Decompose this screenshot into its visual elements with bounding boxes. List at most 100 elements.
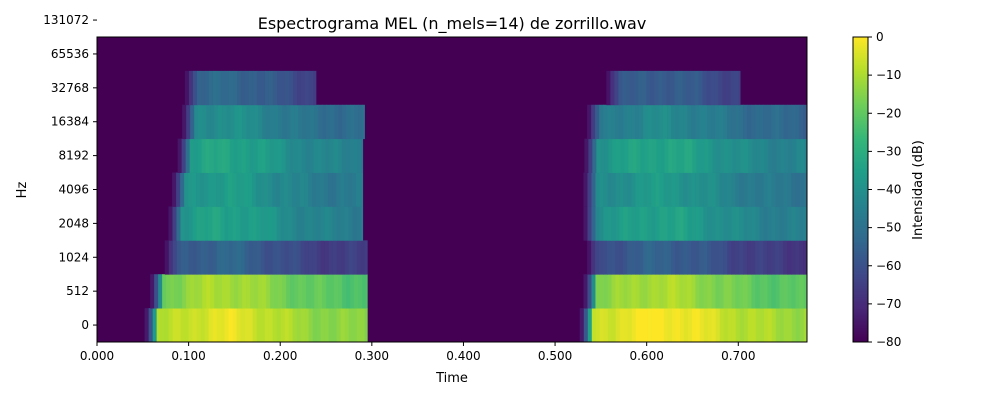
heatmap-cell: [651, 206, 656, 241]
heatmap-cell: [260, 308, 266, 343]
heatmap-cell: [768, 138, 773, 173]
heatmap-cell: [682, 70, 687, 106]
heatmap-cell: [662, 70, 667, 106]
heatmap-cell: [238, 274, 243, 309]
heatmap-cell: [333, 138, 339, 173]
heatmap-cell: [360, 240, 366, 275]
heatmap-cell: [322, 104, 327, 140]
heatmap-cell: [317, 138, 323, 173]
heatmap-cell: [334, 274, 339, 309]
heatmap-cell: [671, 206, 676, 241]
heatmap-cell: [648, 138, 653, 173]
heatmap-cell: [735, 172, 740, 207]
heatmap-cell: [332, 206, 337, 241]
heatmap-cell: [639, 104, 644, 140]
heatmap-cell: [771, 172, 776, 207]
heatmap-cell: [249, 138, 255, 173]
heatmap-cell: [332, 240, 338, 275]
heatmap-cell: [674, 70, 679, 106]
heatmap-cell: [308, 70, 314, 106]
heatmap-cell: [296, 206, 301, 241]
heatmap-cell: [671, 308, 677, 343]
heatmap-cell: [627, 308, 633, 343]
heatmap-cell: [245, 138, 251, 173]
heatmap-cell: [631, 172, 636, 207]
heatmap-cell: [280, 172, 285, 207]
colorbar-tick-label: −30: [876, 144, 901, 158]
heatmap-cell: [687, 172, 692, 207]
heatmap-cell: [727, 274, 732, 309]
heatmap-cell: [268, 240, 274, 275]
heatmap-cell: [232, 206, 237, 241]
heatmap-cell: [200, 206, 205, 241]
heatmap-cell: [675, 308, 681, 343]
heatmap-cell: [336, 308, 342, 343]
heatmap-cell: [356, 240, 362, 275]
heatmap-cell: [260, 240, 266, 275]
heatmap-cell: [189, 138, 195, 173]
heatmap-cell: [240, 172, 245, 207]
heatmap-cell: [643, 240, 648, 275]
heatmap-cell: [759, 104, 764, 140]
heatmap-cell: [350, 274, 355, 309]
heatmap-cell: [212, 70, 218, 106]
heatmap-cell: [284, 240, 290, 275]
heatmap-cell: [290, 274, 295, 309]
heatmap-cell: [220, 206, 225, 241]
heatmap-cell: [759, 274, 764, 309]
heatmap-cell: [723, 308, 729, 343]
heatmap-cell: [731, 308, 737, 343]
colorbar-tick-label: −70: [876, 297, 901, 311]
heatmap-cell: [226, 274, 231, 309]
heatmap-cell: [225, 138, 231, 173]
heatmap-cell: [304, 172, 309, 207]
heatmap-cell: [310, 104, 315, 140]
heatmap-cell: [170, 274, 175, 309]
heatmap-cell: [292, 308, 298, 343]
heatmap-cell: [341, 138, 347, 173]
heatmap-cell: [675, 240, 680, 275]
heatmap-cell: [623, 240, 628, 275]
heatmap-cell: [329, 138, 335, 173]
heatmap-cell: [288, 308, 294, 343]
heatmap-cell: [763, 104, 768, 140]
heatmap-cell: [272, 240, 278, 275]
heatmap-cell: [316, 240, 322, 275]
heatmap-cell: [188, 70, 194, 106]
heatmap-cell: [186, 274, 191, 309]
heatmap-cell: [316, 172, 321, 207]
heatmap-cell: [308, 240, 314, 275]
y-axis-label: Hz: [15, 182, 30, 199]
heatmap-cell: [330, 104, 335, 140]
heatmap-cell: [719, 172, 724, 207]
heatmap-cell: [353, 138, 359, 173]
heatmap-cell: [743, 104, 748, 140]
heatmap-cell: [659, 104, 664, 140]
heatmap-cell: [256, 206, 261, 241]
heatmap-cell: [712, 138, 717, 173]
heatmap-cell: [196, 240, 202, 275]
heatmap-cell: [679, 308, 685, 343]
heatmap-cell: [787, 172, 792, 207]
heatmap-cell: [679, 172, 684, 207]
heatmap-cell: [767, 104, 772, 140]
heatmap-cell: [699, 274, 704, 309]
heatmap-cell: [276, 206, 281, 241]
heatmap-cell: [272, 172, 277, 207]
heatmap-cell: [276, 70, 282, 106]
y-tick-label: 0: [81, 318, 89, 332]
heatmap-cell: [691, 172, 696, 207]
heatmap-cell: [595, 308, 601, 343]
heatmap-cell: [646, 70, 651, 106]
heatmap-cell: [294, 104, 299, 140]
heatmap-cell: [696, 138, 701, 173]
heatmap-cell: [655, 104, 660, 140]
heatmap-cell: [615, 172, 620, 207]
heatmap-cell: [304, 70, 310, 106]
heatmap-cell: [691, 240, 696, 275]
heatmap-cell: [340, 172, 345, 207]
heatmap-cell: [799, 206, 804, 241]
heatmap-cell: [615, 274, 620, 309]
heatmap-cell: [715, 308, 721, 343]
heatmap-cell: [703, 206, 708, 241]
